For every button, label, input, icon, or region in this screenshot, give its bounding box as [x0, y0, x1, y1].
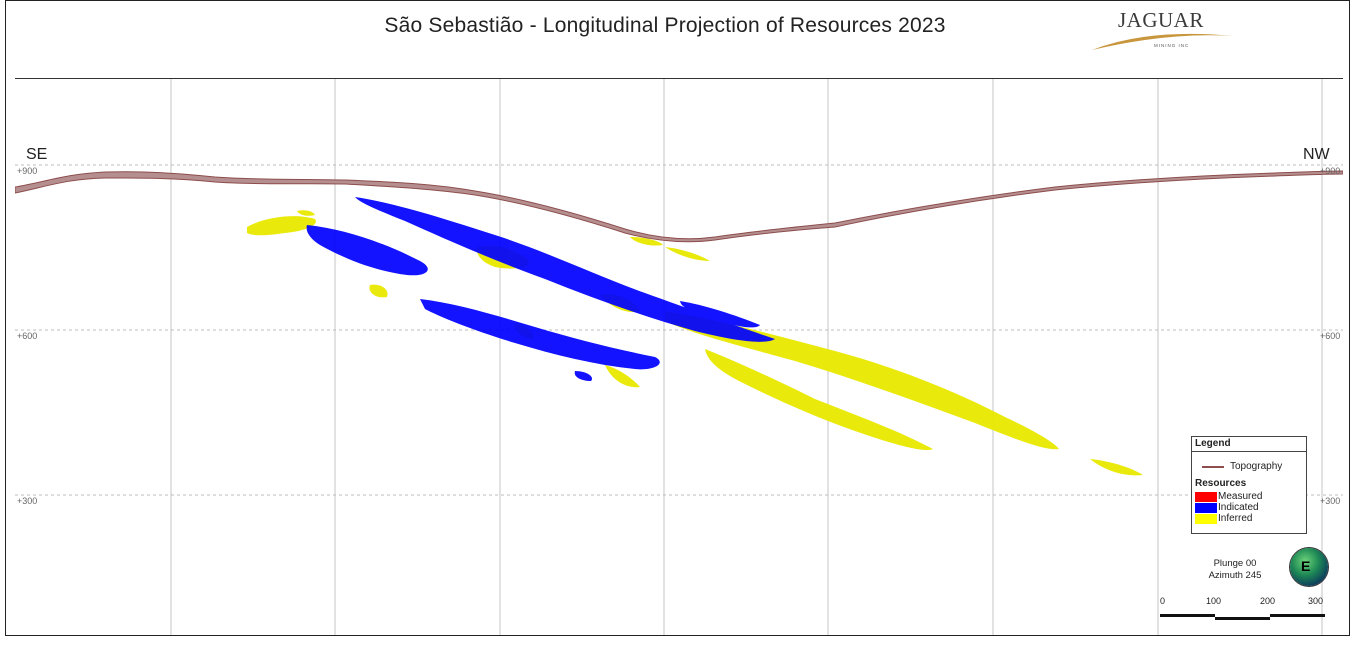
elevation-label-900-right: +900: [1320, 166, 1341, 176]
plunge-label: Plunge 00: [1213, 558, 1257, 569]
orientation-info: Plunge 00 Azimuth 245: [1195, 558, 1275, 582]
legend-measured: Measured: [1195, 491, 1262, 502]
scale-bar: 0 100 200 300: [1160, 596, 1330, 622]
scale-tick-100: 100: [1206, 596, 1222, 606]
scale-segment-1: [1160, 614, 1215, 617]
legend: Legend Topography Resources Measured Ind…: [1191, 436, 1307, 534]
legend-inferred: Inferred: [1195, 513, 1252, 524]
scale-segment-3: [1270, 614, 1325, 617]
logo-subtitle: MINING INC: [1154, 43, 1190, 48]
compass-letter: E: [1301, 558, 1311, 574]
topography-line-icon: [1202, 465, 1224, 468]
elevation-label-600-left: +600: [17, 331, 38, 341]
elevation-label-600-right: +600: [1320, 331, 1341, 341]
page-title: São Sebastião - Longitudinal Projection …: [384, 14, 946, 37]
logo-swoosh-icon: [1092, 33, 1234, 50]
section-plot: [15, 78, 1343, 635]
logo-word: JAGUAR: [1118, 8, 1204, 32]
compass-globe-icon: E: [1290, 548, 1328, 586]
elevation-label-300-right: +300: [1320, 496, 1341, 506]
legend-heading: Legend: [1195, 438, 1231, 449]
elevation-label-900-left: +900: [17, 166, 38, 176]
elevation-gridlines: [15, 164, 1343, 496]
scale-segment-2: [1215, 617, 1270, 620]
direction-se: SE: [26, 146, 48, 163]
legend-resources-heading: Resources: [1195, 478, 1247, 489]
azimuth-label: Azimuth 245: [1208, 570, 1262, 581]
inferred-swatch-icon: [1195, 513, 1217, 524]
indicated-resources: [306, 197, 775, 381]
elevation-label-300-left: +300: [17, 496, 38, 506]
legend-indicated: Indicated: [1195, 502, 1259, 513]
indicated-swatch-icon: [1195, 502, 1217, 513]
left-margin: [5, 78, 16, 636]
scale-tick-0: 0: [1160, 596, 1166, 606]
scale-tick-300: 300: [1308, 596, 1324, 606]
scale-tick-200: 200: [1260, 596, 1276, 606]
legend-topography: Topography: [1202, 461, 1282, 472]
measured-swatch-icon: [1195, 491, 1217, 502]
jaguar-logo: JAGUAR MINING INC: [1088, 6, 1238, 56]
direction-nw: NW: [1303, 146, 1330, 163]
vertical-gridlines: [170, 79, 1323, 635]
topography-line: [15, 170, 1343, 243]
section-drawing: [15, 79, 1343, 635]
